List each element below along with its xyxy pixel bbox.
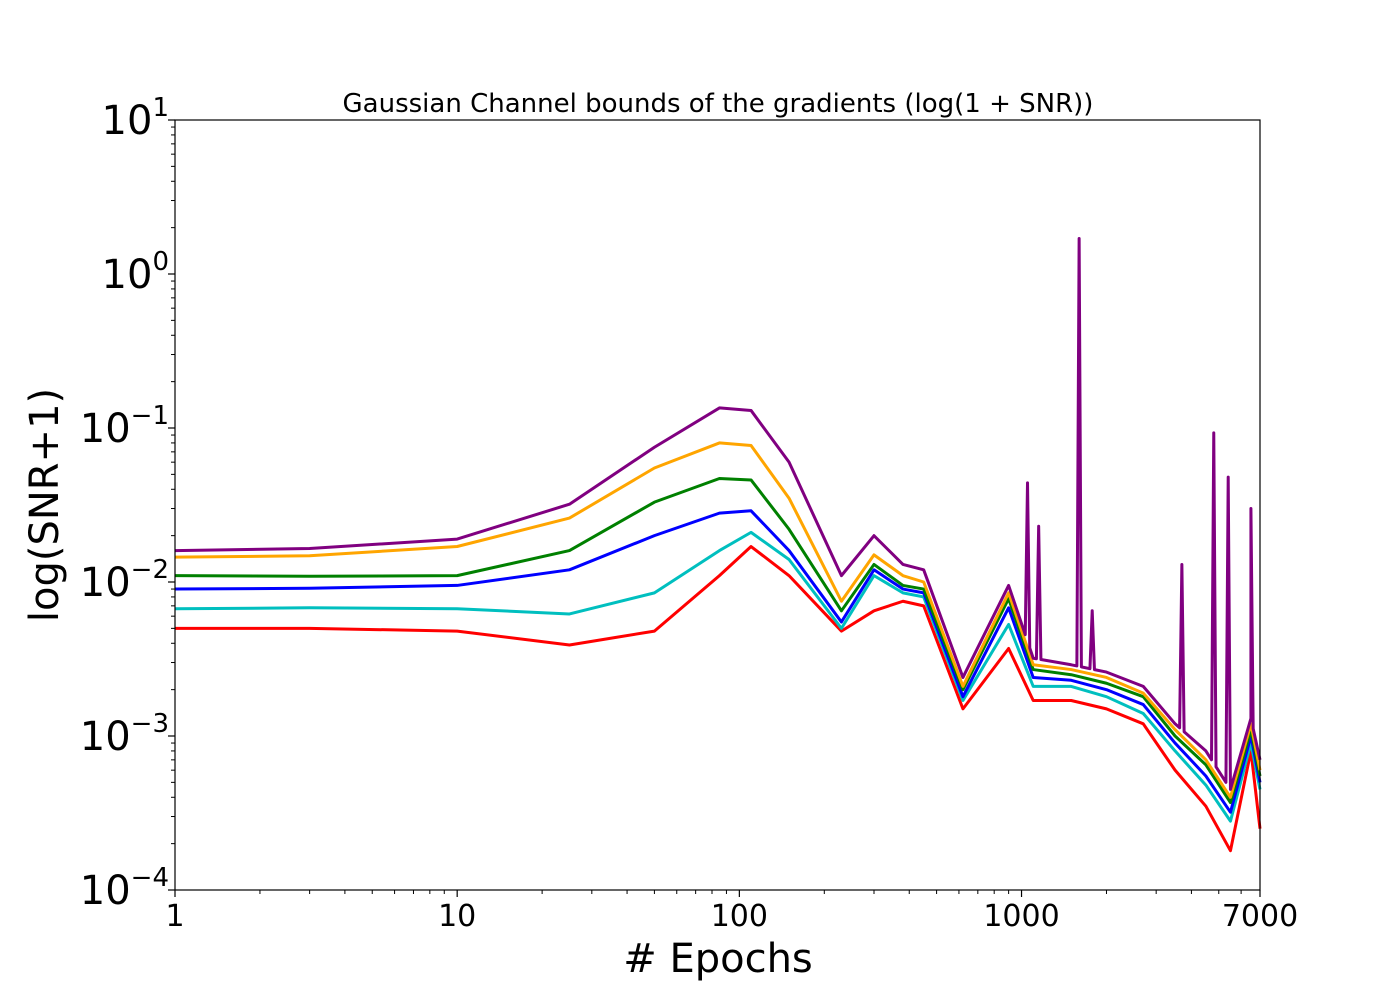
series-line — [175, 545, 1262, 853]
series-line — [174, 237, 1262, 791]
y-tick-label: 101 — [102, 93, 169, 144]
y-tick-label: 10−3 — [80, 709, 169, 760]
x-tick-label: 1000 — [983, 899, 1059, 934]
y-tick-label: 10−4 — [80, 863, 169, 914]
y-axis-ticks: 101 100 10−1 10−2 10−3 10−4 — [80, 93, 175, 914]
y-axis-label: log(SNR+1) — [22, 388, 68, 622]
chart-title: Gaussian Channel bounds of the gradients… — [343, 89, 1094, 119]
x-tick-label: 10 — [438, 899, 476, 934]
x-axis-ticks: 1 10 100 1000 7000 — [165, 890, 1298, 934]
series-line — [174, 441, 1262, 799]
x-tick-label: 1 — [165, 899, 184, 934]
y-tick-label: 100 — [102, 247, 169, 298]
y-tick-label: 10−2 — [80, 555, 169, 606]
plot-frame — [174, 119, 1261, 891]
x-axis-label: # Epochs — [623, 936, 813, 982]
x-tick-label: 7000 — [1222, 899, 1298, 934]
y-tick-label: 10−1 — [80, 401, 169, 452]
series-line — [174, 477, 1262, 804]
plot-lines — [174, 237, 1262, 853]
x-tick-label: 100 — [711, 899, 768, 934]
